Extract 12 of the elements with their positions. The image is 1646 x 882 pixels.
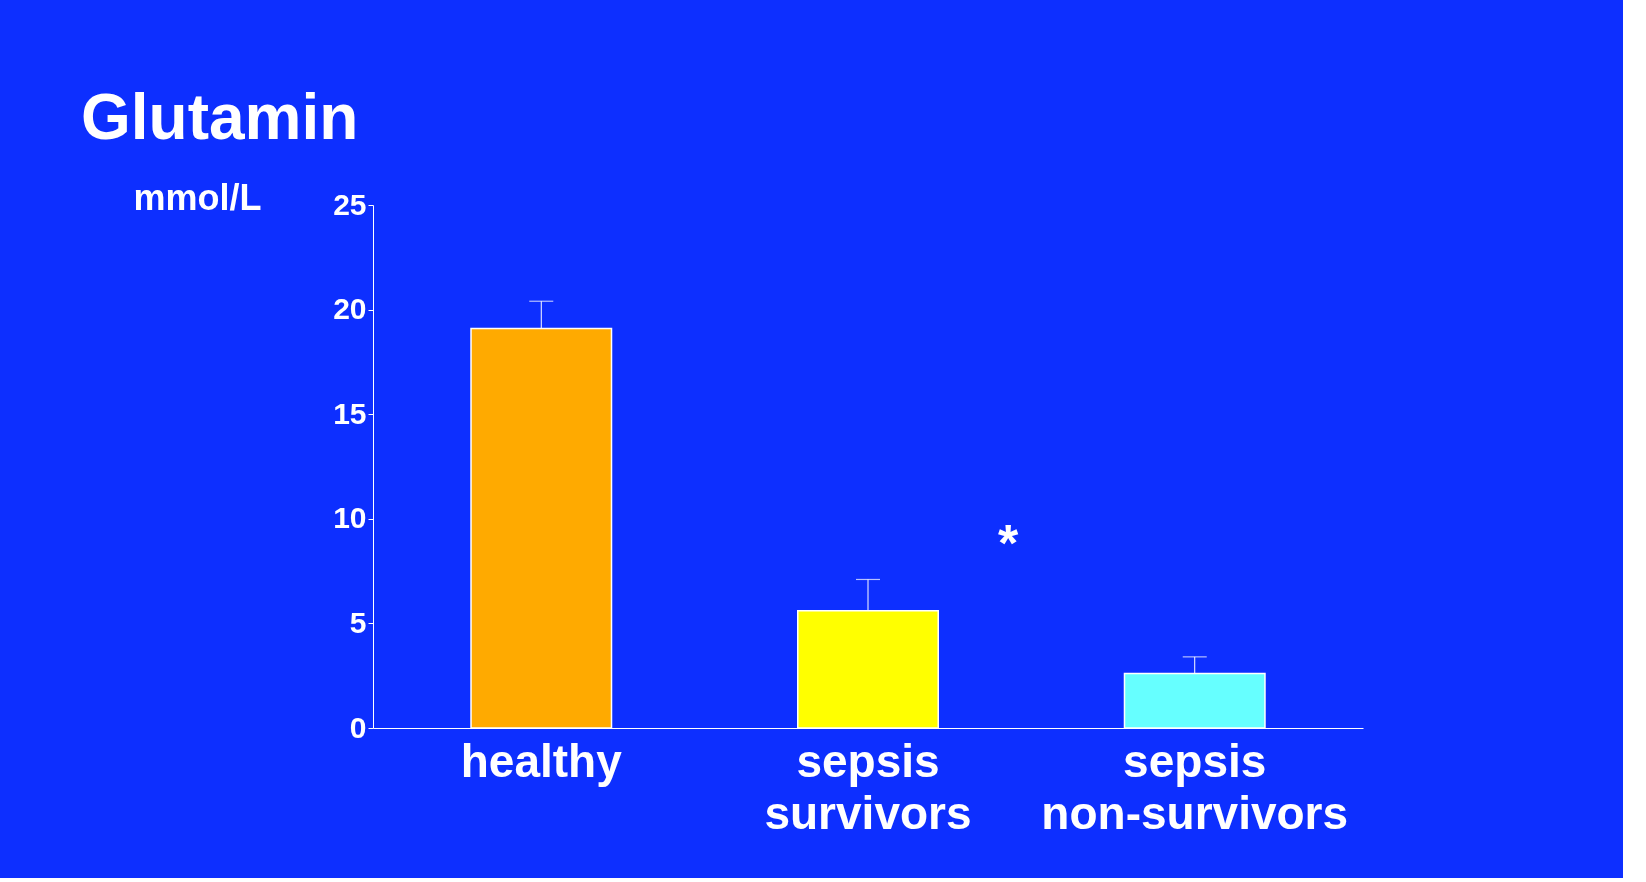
x-tick-label: sepsis survivors <box>764 734 972 839</box>
annotation: * <box>997 514 1019 572</box>
x-tick-label: healthy <box>460 734 623 787</box>
y-tick-label: 0 <box>349 710 367 744</box>
y-tick-label: 20 <box>333 292 367 326</box>
y-tick-label: 10 <box>333 501 367 535</box>
y-tick-label: 5 <box>349 605 367 639</box>
x-tick-label: sepsis non-survivors <box>1041 734 1349 839</box>
y-tick-label: 15 <box>333 396 367 430</box>
y-axis-title: mmol/L <box>133 176 262 218</box>
y-tick-label: 25 <box>333 187 367 221</box>
chart-title: Glutamin <box>81 81 359 153</box>
